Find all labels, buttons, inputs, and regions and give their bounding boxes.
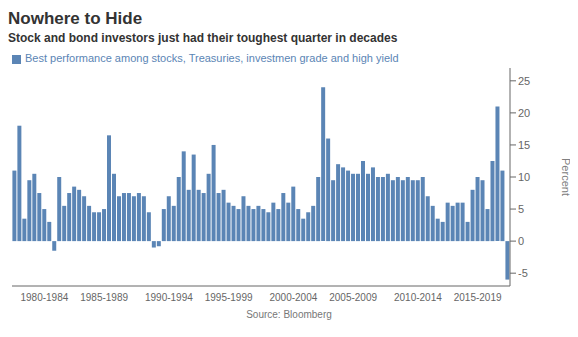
svg-text:10: 10 [518, 171, 530, 183]
html-text:Nowhere to Hide: Nowhere to Hide [8, 9, 143, 28]
html-text:Stock and bond investors just: Stock and bond investors just had their … [8, 31, 398, 45]
svg-text:Percent: Percent [560, 158, 570, 196]
svg-text:1990-1994: 1990-1994 [145, 292, 193, 303]
svg-text:2010-2014: 2010-2014 [394, 292, 442, 303]
svg-text:2005-2009: 2005-2009 [329, 292, 377, 303]
html-text:Source: Bloomberg: Source: Bloomberg [246, 309, 332, 320]
svg-text:20: 20 [518, 107, 530, 119]
svg-text:25: 25 [518, 75, 530, 87]
svg-text:-5: -5 [518, 267, 528, 279]
html-text:Best performance among stocks,: Best performance among stocks, Treasurie… [25, 52, 399, 64]
svg-text:2000-2004: 2000-2004 [269, 292, 317, 303]
svg-text:5: 5 [518, 203, 524, 215]
svg-text:1995-1999: 1995-1999 [205, 292, 253, 303]
svg-text:1980-1984: 1980-1984 [20, 292, 68, 303]
svg-text:0: 0 [518, 235, 524, 247]
svg-text:2015-2019: 2015-2019 [454, 292, 502, 303]
svg-text:1985-1989: 1985-1989 [80, 292, 128, 303]
svg-text:15: 15 [518, 139, 530, 151]
